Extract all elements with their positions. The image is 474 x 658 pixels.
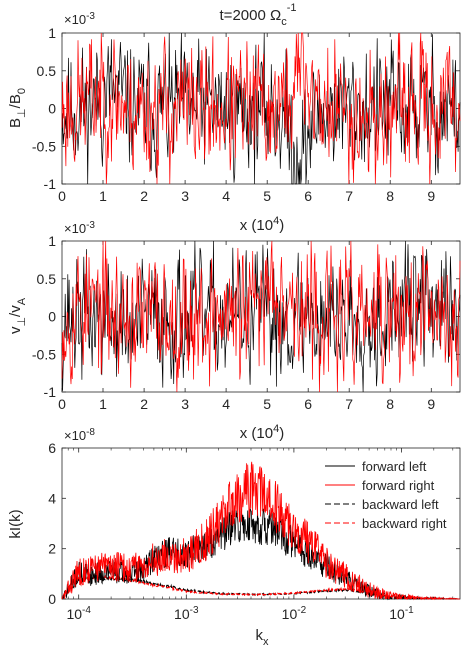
series-red-line xyxy=(61,240,461,393)
x-tick-label: 1 xyxy=(99,188,107,204)
legend-label-forward-right: forward right xyxy=(362,478,435,493)
y-tick-label: -0.5 xyxy=(32,346,56,362)
legend-label-backward-left: backward left xyxy=(362,497,439,512)
x-tick-label: 8 xyxy=(386,188,394,204)
y-tick-label: -1 xyxy=(44,384,57,400)
x-tick-label: 7 xyxy=(345,396,353,412)
x-tick-label: 7 xyxy=(345,188,353,204)
x-tick-label: 8 xyxy=(386,396,394,412)
x-tick-label: 2 xyxy=(140,396,148,412)
x-tick-label: 5 xyxy=(263,396,271,412)
legend-label-backward-right: backward right xyxy=(362,516,447,531)
panel-1-ticks: 0 1 2 3 4 5 6 7 8 9 1 0.5 0 -0.5 -1 xyxy=(32,25,460,204)
x-tick-label: 2 xyxy=(140,188,148,204)
panel-2-ylabel: v⊥/vA xyxy=(7,297,28,334)
x-tick-label: 3 xyxy=(181,396,189,412)
x-tick-label: 4 xyxy=(222,396,230,412)
x-tick-label: 10-4 xyxy=(66,605,91,622)
x-tick-label: 5 xyxy=(263,188,271,204)
x-tick-label: 10-1 xyxy=(389,605,414,622)
y-tick-label: -0.5 xyxy=(32,138,56,154)
y-tick-label: -1 xyxy=(44,176,57,192)
y-tick-label: 6 xyxy=(48,440,56,456)
y-tick-label: 0.5 xyxy=(37,63,57,79)
panel-b-perp: t=2000 Ωc-1 ×10-3 0 1 2 3 4 5 6 7 8 910.50-0.5-1 … xyxy=(7,2,461,234)
panel-v-perp: ×10-3 0 1 2 3 4 5 6 7 8 9 1 0.5 0 -0.5 -1 v⊥/vA x (104… xyxy=(7,220,461,442)
y-tick-label: 1 xyxy=(48,25,56,41)
forward-right-line xyxy=(61,461,460,601)
y-tick-label: 2 xyxy=(48,541,56,557)
panel-2-ticks: 0 1 2 3 4 5 6 7 8 9 1 0.5 0 -0.5 -1 xyxy=(32,233,460,412)
y-tick-label: 4 xyxy=(48,490,56,506)
x-tick-label: 10-2 xyxy=(282,605,307,622)
x-tick-label: 4 xyxy=(222,188,230,204)
panel-3-ylabel: kI(k) xyxy=(7,509,24,538)
panel-3-legend: forward left forward right backward left ba… xyxy=(325,459,447,531)
y-tick-label: 1 xyxy=(48,233,56,249)
y-tick-label: 0 xyxy=(48,309,56,325)
y-tick-label: 0 xyxy=(48,591,56,607)
x-tick-label: 0 xyxy=(58,188,66,204)
panel-1-lines xyxy=(61,32,461,185)
panel-3-axes-box xyxy=(61,447,461,600)
x-tick-label: 6 xyxy=(304,396,312,412)
y-tick-label: 0.5 xyxy=(37,271,57,287)
panel-3-lines xyxy=(61,461,461,601)
x-tick-label: 0 xyxy=(58,396,66,412)
series-red-line xyxy=(61,32,461,185)
panel-2-xlabel: x (104) xyxy=(240,423,284,442)
x-tick-label: 9 xyxy=(427,396,435,412)
x-tick-label: 10-3 xyxy=(174,605,199,622)
panel-2-exponent: ×10-3 xyxy=(64,220,95,236)
x-tick-label: 1 xyxy=(99,396,107,412)
x-tick-label: 6 xyxy=(304,188,312,204)
x-tick-label: 9 xyxy=(427,188,435,204)
series-black-line xyxy=(61,32,461,185)
panel-3-xlabel: kx xyxy=(256,627,270,648)
panel-1-exponent: ×10-3 xyxy=(64,11,95,27)
panel-2-lines xyxy=(61,240,461,393)
panel-1-title: t=2000 Ωc-1 xyxy=(220,2,297,28)
panel-3-exponent: ×10-8 xyxy=(64,427,95,443)
legend-label-forward-left: forward left xyxy=(362,459,427,474)
panel-1-ylabel: B⊥/B0 xyxy=(7,88,28,128)
panel-1-xlabel: x (104) xyxy=(240,215,284,234)
x-tick-label: 3 xyxy=(181,188,189,204)
y-tick-label: 0 xyxy=(48,101,56,117)
